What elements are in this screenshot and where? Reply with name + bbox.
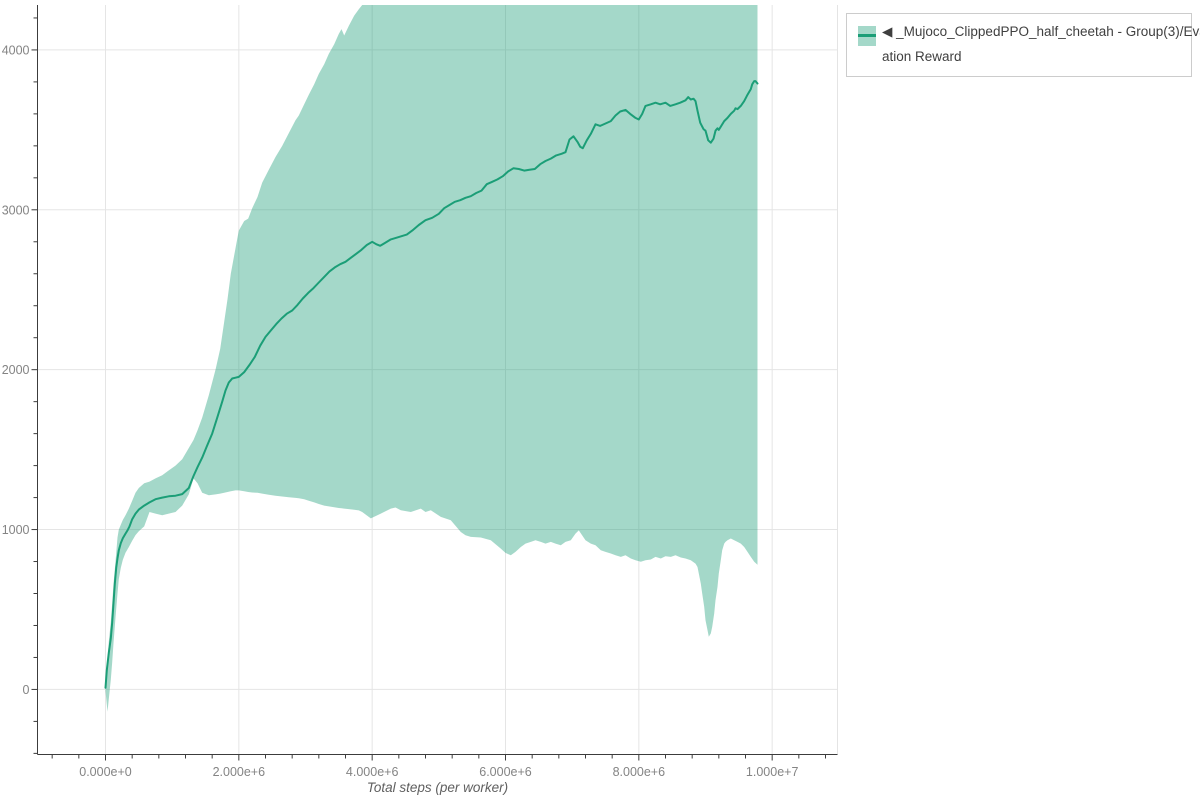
x-tick-label: 1.000e+7: [746, 765, 799, 779]
legend-swatch-line: [858, 34, 876, 37]
x-tick-label: 0.000e+0: [79, 765, 132, 779]
x-tick-label: 2.000e+6: [213, 765, 266, 779]
x-axis-title: Total steps (per worker): [367, 780, 508, 795]
legend-label-line-1: ◀ _Mujoco_ClippedPPO_half_cheetah - Grou…: [882, 24, 1200, 39]
std-band-area: [105, 5, 758, 712]
y-tick-label: 4000: [2, 43, 30, 57]
gridlines: [37, 5, 838, 755]
x-tick-label: 8.000e+6: [613, 765, 666, 779]
y-tick-label: 1000: [2, 523, 30, 537]
x-tick-label: 6.000e+6: [479, 765, 532, 779]
mean-line: [104, 80, 759, 689]
tick-labels: 0.000e+0 2.000e+6 4.000e+6 6.000e+6 8.000e+6…: [2, 43, 799, 779]
x-tick-label: 4.000e+6: [346, 765, 399, 779]
y-tick-label: 0: [23, 683, 30, 697]
legend-box: ◀ _Mujoco_ClippedPPO_half_cheetah - Grou…: [846, 13, 1200, 77]
legend-label-line-2: ation Reward: [882, 49, 962, 64]
y-tick-label: 2000: [2, 363, 30, 377]
legend-swatch-band: [858, 26, 876, 46]
axis-lines-and-ticks: [31, 5, 838, 761]
y-tick-label: 3000: [2, 203, 30, 217]
legend-label: ◀ _Mujoco_ClippedPPO_half_cheetah - Grou…: [882, 19, 1200, 69]
